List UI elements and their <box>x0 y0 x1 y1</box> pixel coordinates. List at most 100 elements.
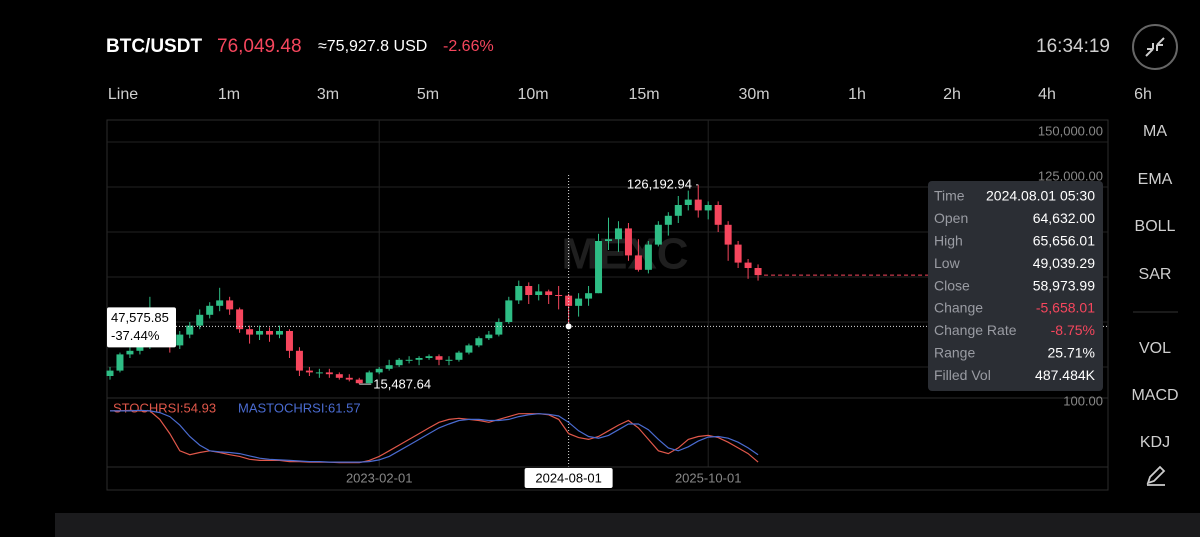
candle-body <box>664 215 672 225</box>
crosshair-date: 2024-08-01 <box>535 470 602 485</box>
candle-body <box>335 374 343 378</box>
tooltip-value: 487.484K <box>1035 367 1096 383</box>
indicator-tab[interactable]: MA <box>1143 123 1167 140</box>
indicator-tab[interactable]: KDJ <box>1140 434 1170 451</box>
interval-tab[interactable]: 1h <box>848 86 866 103</box>
candle-body <box>196 314 204 326</box>
edit-button[interactable] <box>1146 465 1166 486</box>
edit-icon <box>1146 465 1166 486</box>
candle-body <box>435 356 443 360</box>
interval-tab[interactable]: 6h <box>1134 86 1152 103</box>
candle-body <box>475 338 483 346</box>
tooltip-label: Range <box>934 345 975 361</box>
candle-body <box>654 224 662 245</box>
candle-body <box>515 286 523 301</box>
candle-body <box>565 295 573 306</box>
button-ring <box>1132 24 1178 70</box>
candle-body <box>186 325 194 335</box>
candle-body <box>644 244 652 270</box>
tooltip-label: Close <box>934 277 970 293</box>
interval-tab[interactable]: 2h <box>943 86 961 103</box>
candle-body <box>375 368 383 373</box>
y-tick-label: 100.00 <box>1063 393 1103 408</box>
tooltip-value: 2024.08.01 05:30 <box>986 188 1095 204</box>
candle-body <box>545 291 553 295</box>
candle-body <box>425 356 433 358</box>
candle-body <box>734 244 742 263</box>
candle-body <box>495 322 503 335</box>
tooltip-value: 25.71% <box>1048 345 1095 361</box>
candle-body <box>724 224 732 245</box>
candle-body <box>275 331 283 335</box>
clock: 16:34:19 <box>1036 36 1110 57</box>
collapse-button[interactable] <box>1132 24 1178 70</box>
price: 76,049.48 <box>217 36 302 57</box>
indicator-tab[interactable]: EMA <box>1138 171 1173 188</box>
candle-body <box>555 295 563 296</box>
candle-body <box>405 359 413 361</box>
crosshair-change: -37.44% <box>111 328 160 343</box>
interval-tab[interactable]: 30m <box>738 86 769 103</box>
candle-body <box>465 345 473 353</box>
interval-tab[interactable]: Line <box>108 86 138 103</box>
candle-body <box>684 199 692 205</box>
interval-tab[interactable]: 15m <box>628 86 659 103</box>
candle-body <box>216 300 224 306</box>
tooltip-value: -8.75% <box>1051 322 1095 338</box>
bottom-bar <box>55 513 1200 537</box>
candle-body <box>315 372 323 374</box>
candle-body <box>634 255 642 270</box>
candle-body <box>585 293 593 299</box>
candle-body <box>236 309 244 330</box>
candle-body <box>136 345 144 351</box>
indicator-tab[interactable]: SAR <box>1139 266 1172 283</box>
indicator-tab[interactable]: BOLL <box>1135 218 1176 235</box>
candle-body <box>345 377 353 380</box>
candle-body <box>744 262 752 268</box>
candle-body <box>485 334 493 339</box>
change: -2.66% <box>443 38 494 55</box>
candle-body <box>754 268 762 276</box>
crosshair-price-box <box>107 307 176 348</box>
crosshair-dot <box>565 323 572 330</box>
candle-body <box>206 305 214 315</box>
interval-tab[interactable]: 10m <box>517 86 548 103</box>
interval-tab[interactable]: 3m <box>317 86 339 103</box>
annotation-label: 126,192.94 <box>627 176 692 191</box>
tooltip-value: 49,039.29 <box>1033 255 1095 271</box>
interval-tab[interactable]: 1m <box>218 86 240 103</box>
tooltip: Time 2024.08.01 05:30 Open 64,632.00 High 65,… <box>928 181 1103 391</box>
stoch-line <box>110 409 759 463</box>
tooltip-value: 65,656.01 <box>1033 233 1095 249</box>
tooltip-label: Change Rate <box>934 322 1017 338</box>
candle-body <box>325 372 333 375</box>
candle-body <box>355 379 363 384</box>
usd-price: ≈75,927.8 USD <box>318 38 427 55</box>
tooltip-label: High <box>934 233 963 249</box>
y-tick-label: 150,000.00 <box>1038 123 1103 138</box>
candle-body <box>116 354 124 371</box>
legend-entry: MASTOCHRSI:61.57 <box>238 400 361 415</box>
interval-tab[interactable]: 5m <box>417 86 439 103</box>
candle-body <box>605 239 612 241</box>
candle-body <box>415 358 423 360</box>
candle-body <box>694 199 702 211</box>
tooltip-label: Low <box>934 255 961 271</box>
tooltip-label: Filled Vol <box>934 367 991 383</box>
candle-body <box>624 228 632 256</box>
annotation-label: 15,487.64 <box>373 377 431 392</box>
candle-body <box>226 300 234 310</box>
pair: BTC/USDT <box>106 36 202 57</box>
candle-body <box>674 205 682 216</box>
candle-body <box>714 205 722 225</box>
candle-body <box>614 228 622 240</box>
candle-body <box>455 352 463 360</box>
legend-entry: STOCHRSI:54.93 <box>113 400 216 415</box>
y-tick-label: 125,000.00 <box>1038 168 1103 183</box>
interval-tab[interactable]: 4h <box>1038 86 1056 103</box>
indicator-tab[interactable]: MACD <box>1131 387 1178 404</box>
indicator-tab[interactable]: VOL <box>1139 340 1171 357</box>
candle-body <box>385 365 393 369</box>
tooltip-label: Open <box>934 210 968 226</box>
